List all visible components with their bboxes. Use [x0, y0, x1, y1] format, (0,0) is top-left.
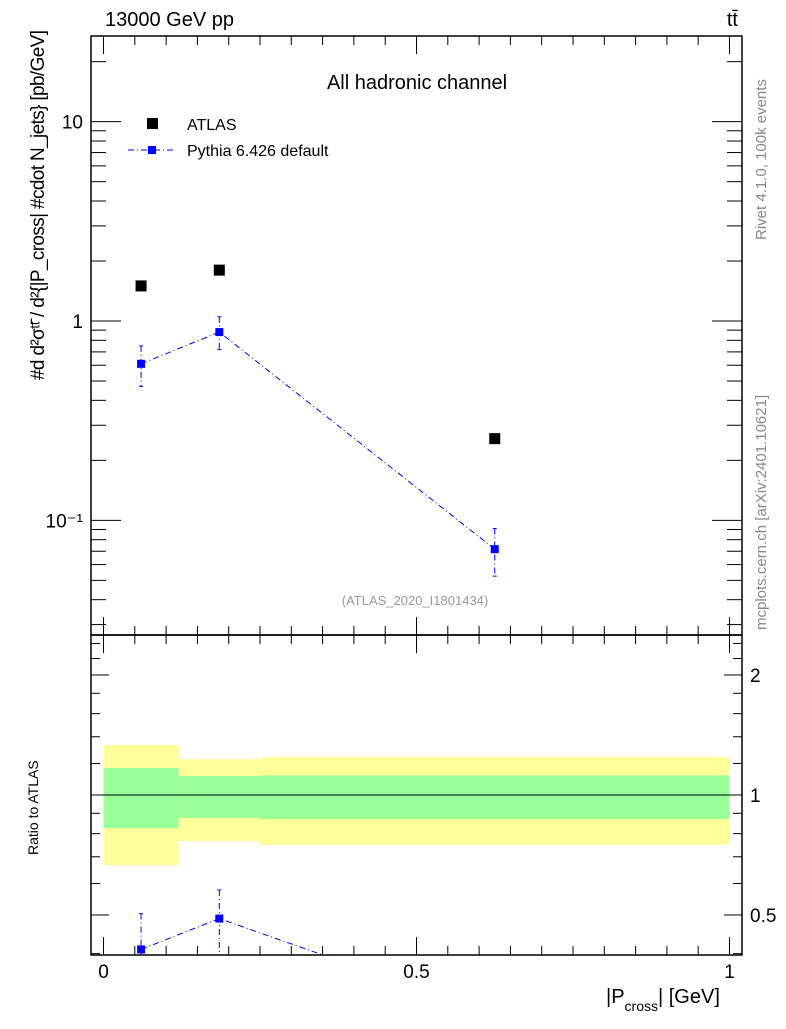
ratio-data-point — [137, 945, 146, 954]
y-tick-label: 10⁻¹ — [46, 511, 84, 532]
rivet-info: Rivet 4.1.0, 100k events — [753, 79, 770, 240]
legend-pythia-marker — [148, 146, 156, 154]
ratio-y-tick-label: 0.5 — [750, 906, 776, 927]
header-left: 13000 GeV pp — [105, 9, 234, 31]
header-right: tt̄ — [727, 9, 739, 31]
uncertainty-band-green — [103, 768, 179, 829]
x-tick-label: 0 — [98, 962, 109, 983]
pythia-data-point — [137, 359, 146, 368]
x-axis-label: |Pcross| [GeV] — [606, 986, 720, 1014]
legend-pythia-label: Pythia 6.426 default — [187, 143, 329, 160]
mcplots-info: mcplots.cern.ch [arXiv:2401.10621] — [753, 395, 770, 630]
x-tick-label: 1 — [724, 962, 735, 983]
y-tick-label: 1 — [72, 312, 83, 333]
atlas-data-point — [489, 433, 501, 445]
y-axis-label-main: #d d²σᵗᵗ̄ / d²{|P_cross| #cdot N_jets} [… — [28, 30, 49, 380]
uncertainty-band-green — [260, 775, 730, 819]
legend-atlas-marker — [147, 118, 158, 129]
uncertainty-band-green — [178, 776, 261, 818]
chart-title: All hadronic channel — [327, 72, 507, 94]
pythia-line — [140, 331, 496, 550]
ratio-data-point — [491, 1011, 499, 1019]
ratio-y-tick-label: 2 — [750, 666, 761, 687]
ratio-y-tick-label: 1 — [750, 786, 761, 807]
pythia-data-point — [215, 328, 224, 337]
ratio-data-point — [215, 914, 224, 923]
y-axis-label-ratio: Ratio to ATLAS — [25, 760, 41, 855]
analysis-id: (ATLAS_2020_I1801434) — [342, 593, 488, 608]
y-tick-label: 10 — [62, 113, 83, 134]
legend-atlas-label: ATLAS — [187, 117, 237, 134]
atlas-data-point — [135, 280, 147, 292]
atlas-data-point — [213, 264, 225, 276]
x-tick-label: 0.5 — [403, 962, 429, 983]
ratio-line — [140, 918, 325, 955]
pythia-data-point — [490, 545, 499, 554]
